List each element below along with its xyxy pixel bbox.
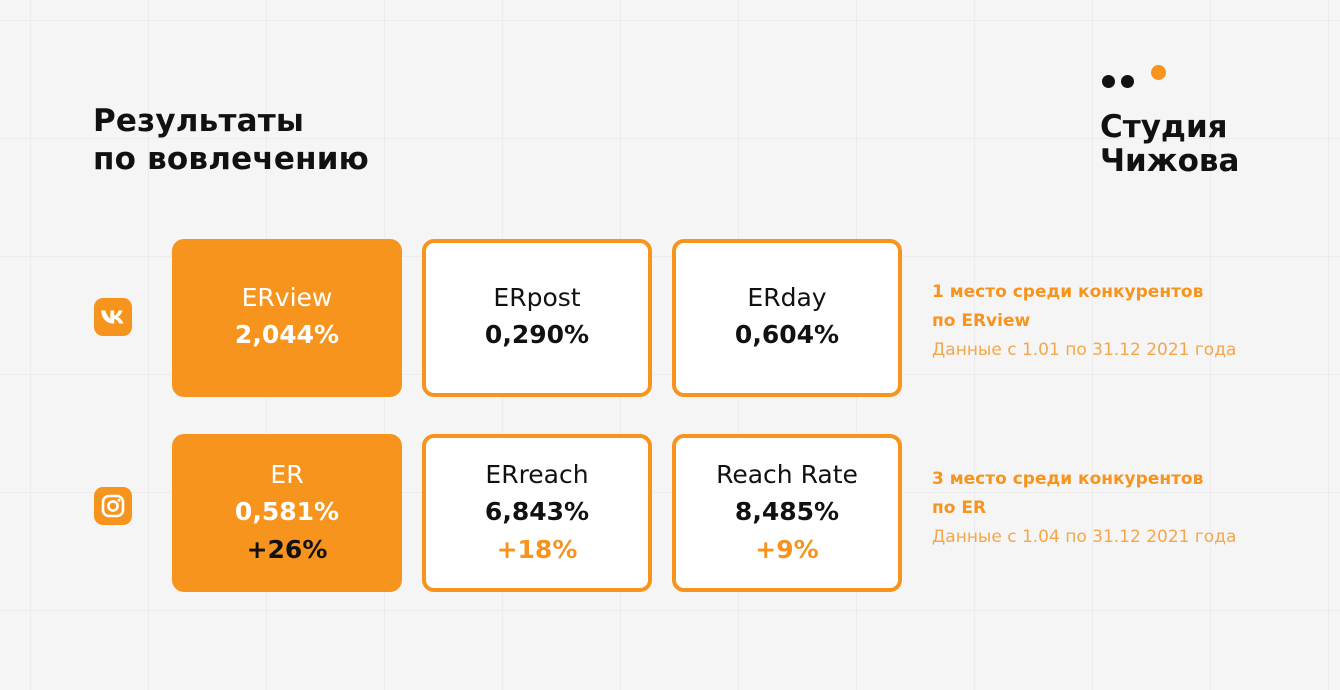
logo-text-line-1: Студия [1100, 109, 1228, 145]
logo-dots-icon [1100, 64, 1239, 90]
logo-text-line-2: Чижова [1100, 143, 1240, 179]
vk-ranking-note: 1 место среди конкурентов по ERview Данн… [932, 278, 1332, 365]
instagram-ranking-note: 3 место среди конкурентов по ER Данные с… [932, 465, 1332, 552]
studio-logo: Студия Чижова [1100, 64, 1239, 178]
ranking-text: 3 место среди конкурентов [932, 469, 1204, 489]
metric-label: ERday [747, 283, 827, 312]
data-period: Данные с 1.04 по 31.12 2021 года [932, 527, 1237, 547]
data-period: Данные с 1.01 по 31.12 2021 года [932, 340, 1237, 360]
metric-value: 6,843% [484, 497, 590, 526]
logo-dot-black-1 [1102, 75, 1115, 88]
page-title: Результаты по вовлечению [93, 102, 369, 178]
logo-text: Студия Чижова [1100, 110, 1239, 178]
ranking-metric: по ER [932, 498, 987, 518]
metric-label: Reach Rate [716, 460, 858, 489]
metric-delta: +26% [246, 535, 328, 564]
metric-card-erday: ERday 0,604% [672, 239, 902, 397]
metric-label: ERview [241, 283, 333, 312]
metric-card-erreach: ERreach 6,843% +18% [422, 434, 652, 592]
metric-value: 8,485% [734, 497, 840, 526]
metric-card-reach-rate: Reach Rate 8,485% +9% [672, 434, 902, 592]
metric-value: 0,290% [484, 320, 590, 349]
page-title-line-1: Результаты [93, 103, 305, 139]
metric-card-erview: ERview 2,044% [172, 239, 402, 397]
logo-dot-black-2 [1121, 75, 1134, 88]
instagram-icon [94, 487, 132, 525]
metric-label: ER [270, 460, 304, 489]
metric-label: ERreach [485, 460, 589, 489]
metric-value: 0,604% [734, 320, 840, 349]
metric-delta: +18% [496, 535, 578, 564]
metric-value: 2,044% [234, 320, 340, 349]
metric-delta: +9% [755, 535, 819, 564]
metric-card-er: ER 0,581% +26% [172, 434, 402, 592]
metric-card-erpost: ERpost 0,290% [422, 239, 652, 397]
logo-dot-orange [1151, 65, 1166, 80]
metric-value: 0,581% [234, 497, 340, 526]
vk-icon [94, 298, 132, 336]
metric-label: ERpost [493, 283, 581, 312]
ranking-text: 1 место среди конкурентов [932, 282, 1204, 302]
page-title-line-2: по вовлечению [93, 141, 369, 177]
ranking-metric: по ERview [932, 311, 1031, 331]
